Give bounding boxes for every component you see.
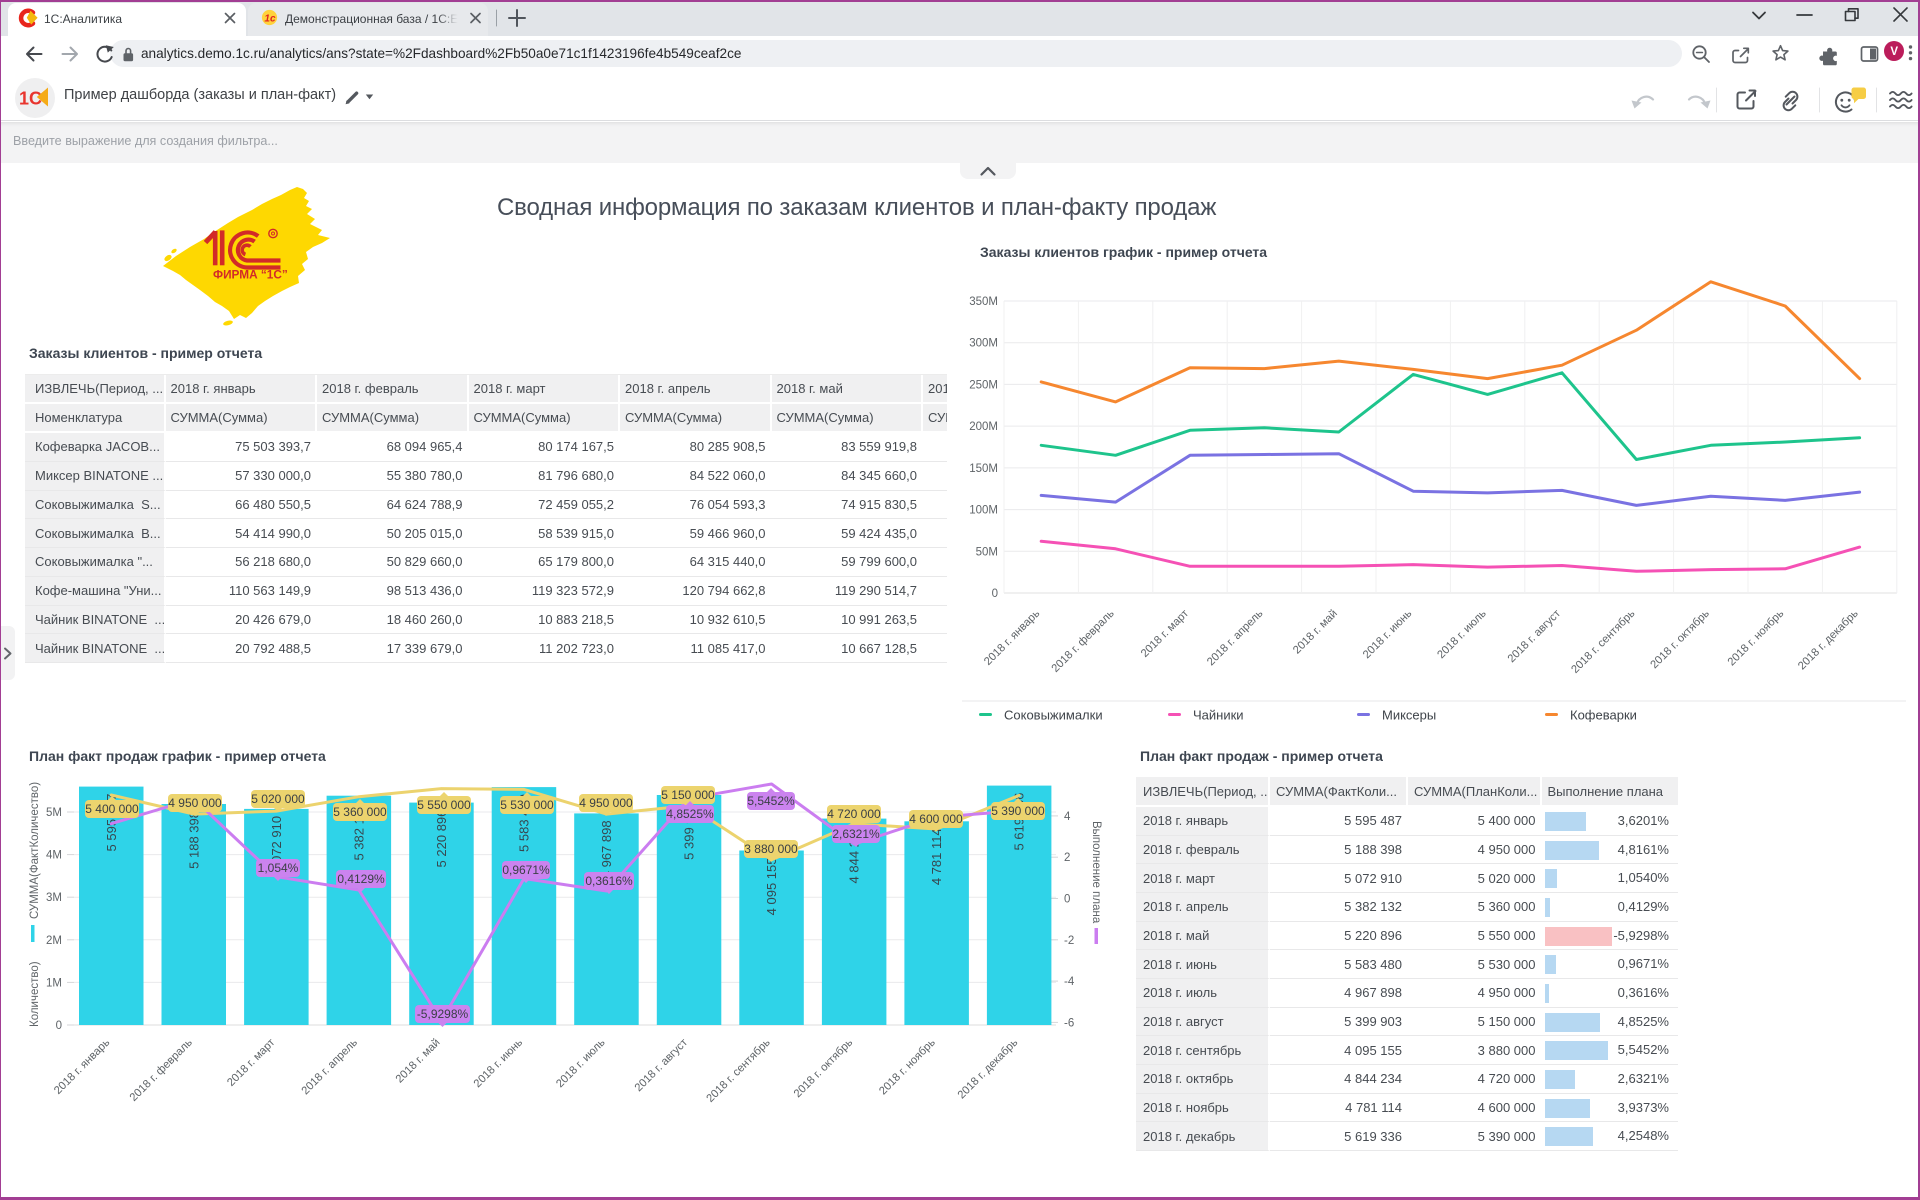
svg-text:2018 г. август: 2018 г. август bbox=[633, 1037, 691, 1095]
svg-text:V: V bbox=[1890, 46, 1898, 58]
svg-text:Соковыжималки: Соковыжималки bbox=[1004, 708, 1103, 723]
svg-text:2: 2 bbox=[1064, 852, 1070, 864]
svg-text:5 390 000: 5 390 000 bbox=[991, 804, 1045, 818]
svg-text:2018 г. июнь: 2018 г. июнь bbox=[472, 1037, 526, 1091]
svg-text:0,3616%: 0,3616% bbox=[585, 874, 633, 888]
svg-text:2018 г. август: 2018 г. август bbox=[1506, 608, 1564, 666]
svg-text:0: 0 bbox=[56, 1020, 62, 1032]
svg-text:300M: 300M bbox=[969, 338, 998, 350]
svg-text:0: 0 bbox=[992, 588, 998, 600]
svg-text:5 400 000: 5 400 000 bbox=[85, 802, 139, 816]
svg-text:250M: 250M bbox=[969, 379, 998, 391]
svg-text:4: 4 bbox=[1064, 811, 1071, 823]
svg-text:1M: 1M bbox=[46, 977, 62, 989]
svg-text:2018 г. февраль: 2018 г. февраль bbox=[128, 1037, 195, 1104]
svg-text:5M: 5M bbox=[46, 807, 62, 819]
svg-text:150M: 150M bbox=[969, 463, 998, 475]
svg-text:Выполнение плана: Выполнение плана bbox=[1090, 821, 1102, 924]
svg-text:200M: 200M bbox=[969, 421, 998, 433]
svg-text:5 188 398: 5 188 398 bbox=[186, 811, 201, 869]
svg-text:3M: 3M bbox=[46, 892, 62, 904]
svg-text:4 720 000: 4 720 000 bbox=[827, 807, 881, 821]
svg-text:2018 г. июль: 2018 г. июль bbox=[554, 1037, 608, 1091]
svg-text:5 020 000: 5 020 000 bbox=[251, 792, 305, 806]
svg-text:4 781 114: 4 781 114 bbox=[929, 828, 944, 885]
svg-text:5 530 000: 5 530 000 bbox=[500, 798, 554, 812]
svg-text:5,5452%: 5,5452% bbox=[747, 794, 795, 808]
svg-text:4 950 000: 4 950 000 bbox=[579, 796, 633, 810]
svg-text:2018 г. сентябрь: 2018 г. сентябрь bbox=[1569, 608, 1637, 676]
svg-text:2018 г. март: 2018 г. март bbox=[1139, 608, 1191, 660]
svg-text:2018 г. ноябрь: 2018 г. ноябрь bbox=[1726, 608, 1787, 669]
svg-text:3 880 000: 3 880 000 bbox=[744, 842, 798, 856]
svg-text:4 967 898: 4 967 898 bbox=[599, 820, 614, 878]
svg-text:2018 г. март: 2018 г. март bbox=[225, 1037, 277, 1089]
svg-text:-5,9298%: -5,9298% bbox=[417, 1007, 469, 1021]
svg-text:-6: -6 bbox=[1064, 1017, 1074, 1029]
svg-text:4 950 000: 4 950 000 bbox=[168, 796, 222, 810]
svg-text:4,8525%: 4,8525% bbox=[666, 807, 714, 821]
svg-text:100M: 100M bbox=[969, 505, 998, 517]
svg-text:50M: 50M bbox=[976, 546, 998, 558]
svg-text:Миксеры: Миксеры bbox=[1382, 708, 1436, 723]
svg-text:0,4129%: 0,4129% bbox=[337, 872, 385, 886]
svg-text:2018 г. сентябрь: 2018 г. сентябрь bbox=[704, 1037, 772, 1105]
svg-text:1,054%: 1,054% bbox=[258, 861, 299, 875]
svg-text:2018 г. декабрь: 2018 г. декабрь bbox=[1796, 608, 1861, 673]
svg-text:2018 г. февраль: 2018 г. февраль bbox=[1049, 608, 1116, 675]
svg-text:Кофеварки: Кофеварки bbox=[1570, 708, 1637, 723]
svg-text:2018 г. июнь: 2018 г. июнь bbox=[1361, 608, 1415, 662]
svg-text:2018 г. октябрь: 2018 г. октябрь bbox=[792, 1037, 856, 1101]
svg-text:2,6321%: 2,6321% bbox=[832, 827, 880, 841]
svg-text:СУММА(ФактКоличество): СУММА(ФактКоличество) bbox=[29, 782, 41, 919]
svg-text:4M: 4M bbox=[46, 850, 62, 862]
svg-text:2018 г. июль: 2018 г. июль bbox=[1435, 608, 1489, 662]
svg-text:0: 0 bbox=[1064, 894, 1070, 906]
svg-text:4 600 000: 4 600 000 bbox=[909, 812, 963, 826]
svg-text:5 360 000: 5 360 000 bbox=[333, 805, 387, 819]
svg-text:2018 г. апрель: 2018 г. апрель bbox=[299, 1037, 360, 1098]
svg-text:2018 г. апрель: 2018 г. апрель bbox=[1205, 608, 1266, 669]
svg-text:-2: -2 bbox=[1064, 935, 1074, 947]
svg-text:-4: -4 bbox=[1064, 976, 1075, 988]
svg-text:2018 г. декабрь: 2018 г. декабрь bbox=[956, 1037, 1021, 1102]
svg-text:2018 г. октябрь: 2018 г. октябрь bbox=[1648, 608, 1712, 672]
svg-text:2018 г. май: 2018 г. май bbox=[394, 1037, 443, 1086]
svg-text:5 220 896: 5 220 896 bbox=[434, 810, 449, 868]
svg-text:2M: 2M bbox=[46, 935, 62, 947]
svg-text:1С: 1С bbox=[19, 89, 42, 109]
svg-text:2018 г. январь: 2018 г. январь bbox=[52, 1037, 112, 1097]
svg-text:Чайники: Чайники bbox=[1193, 708, 1244, 723]
svg-text:5 550 000: 5 550 000 bbox=[417, 798, 471, 812]
svg-text:0,9671%: 0,9671% bbox=[502, 863, 550, 877]
svg-text:Количество): Количество) bbox=[29, 961, 41, 1027]
svg-text:ФИРМА “1С”: ФИРМА “1С” bbox=[213, 268, 288, 282]
svg-text:350M: 350M bbox=[969, 296, 998, 308]
svg-text:2018 г. ноябрь: 2018 г. ноябрь bbox=[877, 1037, 938, 1098]
svg-text:1c: 1c bbox=[264, 13, 276, 24]
svg-text:5 150 000: 5 150 000 bbox=[661, 788, 715, 802]
svg-text:4 095 155: 4 095 155 bbox=[764, 858, 779, 916]
svg-text:2018 г. май: 2018 г. май bbox=[1291, 608, 1340, 657]
svg-text:2018 г. январь: 2018 г. январь bbox=[982, 608, 1042, 668]
